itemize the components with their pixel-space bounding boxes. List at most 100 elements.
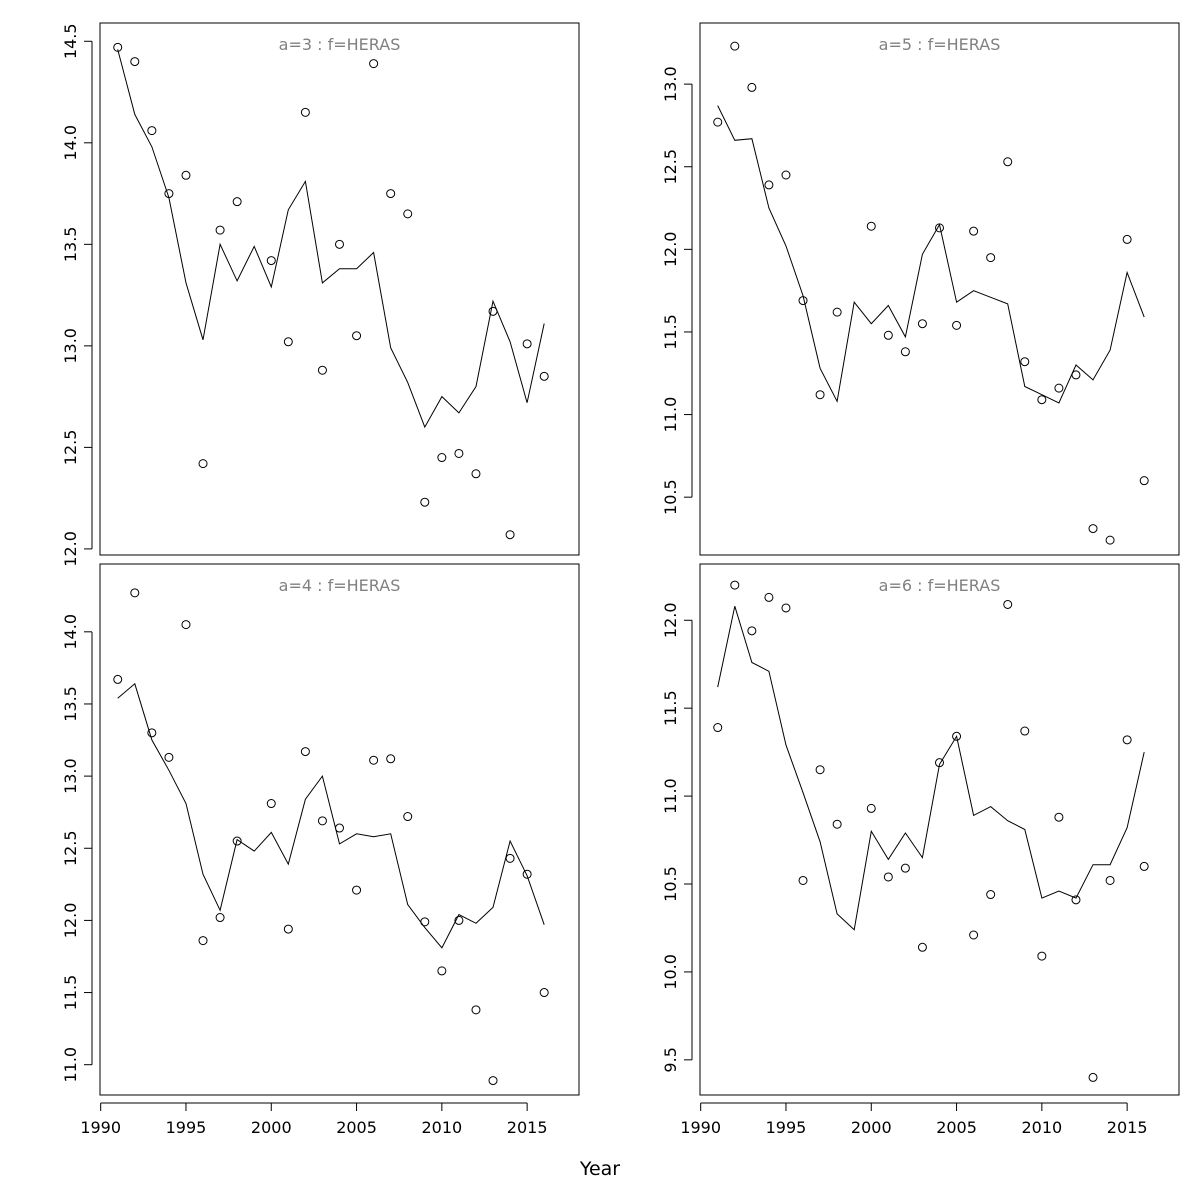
data-point (403, 812, 413, 822)
data-point (747, 626, 757, 636)
data-point (215, 225, 225, 235)
data-point (420, 917, 430, 927)
data-point (403, 209, 413, 219)
fitted-line (117, 49, 545, 429)
data-point (1003, 157, 1013, 167)
panel-title: a=3 : f=HERAS (279, 35, 401, 54)
data-point (454, 915, 464, 925)
data-point (266, 799, 276, 809)
data-point (781, 603, 791, 613)
panel-1: a=3 : f=HERAS 12.0 12.5 13.0 13.5 14.0 14.5 (61, 22, 580, 567)
data-point (730, 41, 740, 51)
data-point (866, 221, 876, 231)
x-tick-label: 1990 (80, 1118, 121, 1137)
y-tick-label: 11.5 (661, 690, 680, 726)
data-point (181, 620, 191, 630)
data-point (471, 1005, 481, 1015)
data-point (781, 170, 791, 180)
y-tick-label: 11.0 (661, 397, 680, 433)
y-tick-label: 13.0 (61, 328, 80, 364)
data-point (317, 816, 327, 826)
plot-frame (99, 22, 580, 556)
y-tick-label: 12.0 (661, 602, 680, 638)
data-point (130, 588, 140, 598)
data-point (471, 469, 481, 479)
data-point (969, 930, 979, 940)
data-point (539, 371, 549, 381)
data-point (539, 988, 549, 998)
data-point (1054, 383, 1064, 393)
data-point (1054, 812, 1064, 822)
data-point (369, 59, 379, 69)
data-point (764, 180, 774, 190)
data-point (181, 170, 191, 180)
data-point (232, 836, 242, 846)
y-tick-label: 12.5 (661, 149, 680, 185)
data-point (505, 530, 515, 540)
data-point (113, 674, 123, 684)
data-point (952, 731, 962, 741)
data-point (420, 497, 430, 507)
y-tick-label: 11.5 (61, 975, 80, 1011)
y-tick-label: 10.5 (661, 866, 680, 902)
data-point (866, 803, 876, 813)
y-tick-label: 13.5 (61, 227, 80, 263)
data-point (952, 320, 962, 330)
y-tick-label: 9.5 (661, 1047, 680, 1072)
data-point (1071, 895, 1081, 905)
data-point (798, 875, 808, 885)
data-point (215, 913, 225, 923)
data-point (352, 331, 362, 341)
plot-frame (99, 563, 580, 1096)
data-point (505, 853, 515, 863)
y-tick-label: 11.0 (661, 778, 680, 814)
data-point (764, 592, 774, 602)
figure-x-axis-label: Year (579, 1158, 620, 1180)
data-point (1037, 951, 1047, 961)
data-point (369, 755, 379, 765)
x-tick-label: 2010 (1021, 1118, 1062, 1137)
data-point (832, 307, 842, 317)
panel-2: a=5 : f=HERAS 10.5 11.0 11.5 12.0 12.5 13.0 (661, 22, 1180, 556)
data-point (335, 239, 344, 249)
data-point (522, 869, 532, 879)
data-point (1088, 1072, 1098, 1082)
data-point (1139, 861, 1149, 871)
data-point (1088, 524, 1098, 534)
data-point (386, 754, 396, 764)
y-tick-label: 12.0 (661, 232, 680, 268)
data-point (437, 453, 447, 463)
data-point (232, 197, 242, 207)
x-tick-label: 2000 (851, 1118, 892, 1137)
x-tick-label: 1995 (166, 1118, 207, 1137)
data-point (352, 885, 362, 895)
fitted-line (717, 606, 1145, 931)
panel-title: a=6 : f=HERAS (879, 576, 1001, 595)
data-point (266, 256, 276, 266)
panel-4: a=6 : f=HERAS 9.5 10.0 10.5 11.0 11.5 12.0 1990… (661, 563, 1180, 1137)
data-point (815, 765, 825, 775)
data-point (900, 863, 910, 873)
x-tick-label: 2015 (1107, 1118, 1148, 1137)
y-tick-label: 12.0 (61, 903, 80, 939)
plot-frame (699, 563, 1180, 1096)
y-tick-label: 14.0 (61, 125, 80, 161)
data-point (1003, 599, 1013, 609)
data-point (283, 924, 293, 934)
y-tick-label: 11.5 (661, 314, 680, 350)
data-point (986, 253, 996, 263)
data-point (1122, 735, 1132, 745)
y-tick-label: 13.0 (661, 66, 680, 102)
data-point (317, 365, 327, 375)
y-tick-label: 14.5 (61, 23, 80, 59)
data-point (147, 126, 157, 136)
data-point (454, 448, 464, 458)
panel-title: a=5 : f=HERAS (879, 35, 1001, 54)
data-point (883, 872, 893, 882)
data-point (1020, 357, 1030, 367)
data-point (969, 226, 979, 236)
data-point (900, 347, 910, 357)
x-tick-label: 2000 (251, 1118, 292, 1137)
